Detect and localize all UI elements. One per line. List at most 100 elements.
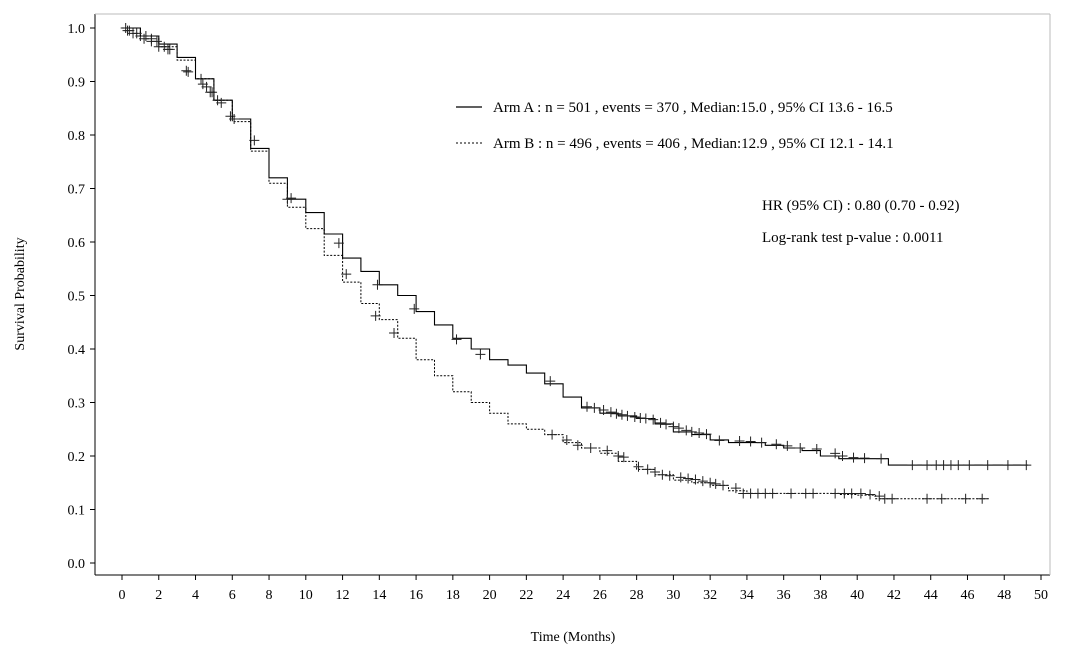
censor-mark — [181, 65, 192, 76]
censor-mark — [982, 460, 993, 471]
censor-mark — [475, 349, 486, 360]
censor-mark — [855, 488, 866, 499]
censor-mark — [675, 472, 686, 483]
censor-mark — [830, 488, 841, 499]
censor-marks-arm-a — [120, 23, 1032, 471]
censor-mark — [1021, 460, 1032, 471]
censor-mark — [547, 429, 558, 440]
censor-mark — [611, 408, 622, 419]
censor-mark — [139, 33, 150, 44]
x-tick-label-15: 30 — [666, 588, 680, 603]
x-tick-label-13: 26 — [593, 588, 607, 603]
censor-mark — [633, 461, 644, 472]
x-tick-label-8: 16 — [409, 588, 423, 603]
censor-mark — [953, 460, 964, 471]
censor-mark — [681, 425, 692, 436]
censor-mark — [730, 483, 741, 494]
y-tick-label-7: 0.7 — [68, 183, 86, 198]
censor-mark — [887, 493, 898, 504]
x-tick-label-2: 4 — [192, 588, 199, 603]
x-tick-label-16: 32 — [703, 588, 717, 603]
censor-mark — [745, 436, 756, 447]
censor-mark — [372, 279, 383, 290]
censor-mark — [786, 488, 797, 499]
x-tick-label-22: 44 — [924, 588, 938, 603]
logrank-pvalue-text: Log-rank test p-value : 0.0011 — [762, 230, 943, 246]
censor-mark — [561, 434, 572, 445]
censor-mark — [545, 376, 556, 387]
censor-mark — [701, 429, 712, 440]
y-tick-label-5: 0.5 — [68, 290, 86, 305]
censor-mark — [613, 451, 624, 461]
censor-mark — [830, 448, 841, 459]
censor-mark — [616, 409, 627, 420]
censor-mark — [922, 493, 933, 504]
x-tick-label-17: 34 — [740, 588, 754, 603]
censor-mark — [673, 423, 684, 434]
censor-mark — [859, 453, 870, 464]
censor-mark — [216, 97, 227, 108]
censor-mark — [602, 445, 613, 456]
censor-mark — [598, 404, 609, 415]
y-tick-label-3: 0.3 — [68, 397, 86, 412]
censor-mark — [642, 464, 653, 475]
censor-mark — [229, 113, 240, 124]
series-line-arm-a — [122, 27, 1029, 466]
censor-mark — [808, 488, 819, 499]
censor-mark — [936, 493, 947, 504]
hazard-ratio-text: HR (95% CI) : 0.80 (0.70 - 0.92) — [762, 198, 959, 214]
censor-mark — [876, 453, 887, 464]
censor-mark — [795, 442, 806, 453]
censor-mark — [122, 25, 133, 36]
censor-mark — [451, 334, 462, 345]
censor-mark — [964, 460, 975, 471]
x-tick-label-5: 10 — [299, 588, 313, 603]
censor-mark — [848, 452, 859, 463]
x-tick-label-6: 12 — [336, 588, 350, 603]
censor-mark — [183, 66, 194, 77]
y-tick-label-8: 0.8 — [68, 129, 86, 144]
censor-mark — [409, 303, 420, 314]
x-tick-label-3: 6 — [229, 588, 236, 603]
censor-mark — [960, 493, 971, 504]
censor-mark — [683, 473, 694, 484]
censor-mark — [714, 435, 725, 446]
censor-mark — [922, 460, 933, 471]
legend-label-arm-a: Arm A : n = 501 , events = 370 , Median:… — [493, 100, 893, 116]
censor-mark — [718, 480, 729, 491]
censor-mark — [640, 413, 651, 424]
censor-mark — [146, 36, 157, 47]
censor-mark — [694, 427, 705, 438]
censor-mark — [249, 135, 260, 146]
censor-mark — [690, 474, 701, 485]
censor-mark — [664, 470, 675, 481]
censor-mark — [605, 407, 616, 418]
censor-mark — [197, 79, 208, 90]
censor-mark — [782, 440, 793, 451]
x-tick-label-7: 14 — [372, 588, 386, 603]
censor-mark — [585, 442, 596, 453]
x-tick-label-1: 2 — [155, 588, 162, 603]
y-tick-label-2: 0.2 — [68, 450, 86, 465]
censor-marks-arm-b — [122, 25, 988, 504]
censor-mark — [811, 444, 822, 455]
censor-mark — [341, 269, 352, 280]
x-tick-label-21: 42 — [887, 588, 901, 603]
series-layer — [120, 23, 1032, 504]
y-tick-label-9: 0.9 — [68, 76, 86, 91]
censor-mark — [655, 417, 666, 428]
y-tick-label-10: 1.0 — [68, 22, 86, 37]
legend-label-arm-b: Arm B : n = 496 , events = 406 , Median:… — [493, 136, 894, 152]
censor-mark — [582, 401, 593, 412]
series-line-arm-b — [122, 27, 990, 500]
legend: Arm A : n = 501 , events = 370 , Median:… — [456, 100, 894, 152]
censor-mark — [162, 44, 173, 55]
censor-mark — [153, 41, 164, 52]
censor-mark — [705, 477, 716, 488]
censor-mark — [657, 469, 668, 480]
x-tick-label-4: 8 — [266, 588, 273, 603]
censor-mark — [661, 419, 672, 430]
censor-mark — [837, 451, 848, 461]
y-tick-label-0: 0.0 — [68, 557, 86, 572]
